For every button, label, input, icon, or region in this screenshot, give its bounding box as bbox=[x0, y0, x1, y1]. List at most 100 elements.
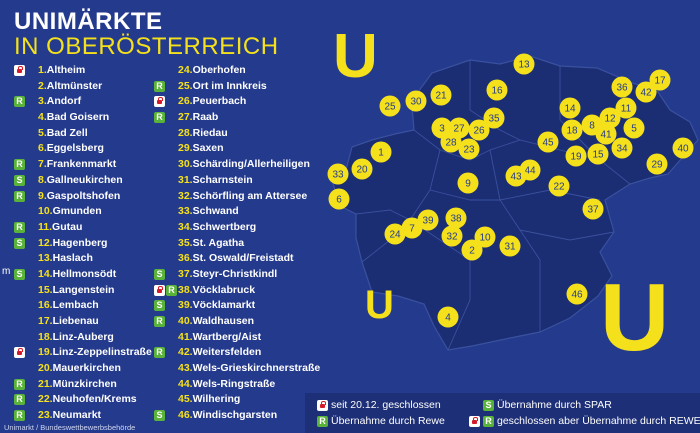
legend: seit 20.12. geschlossen Übernahme durch … bbox=[305, 393, 700, 433]
item-name: Altmünster bbox=[46, 79, 103, 92]
map-marker: 11 bbox=[615, 97, 637, 119]
map-marker-label: 27 bbox=[453, 124, 465, 135]
map-marker: 37 bbox=[582, 198, 604, 220]
list-item: 42.Weitersfelden bbox=[152, 346, 332, 362]
spar-s-icon bbox=[154, 300, 165, 312]
map-marker: 40 bbox=[672, 137, 694, 159]
map-marker-label: 40 bbox=[677, 144, 689, 155]
rewe-r-icon bbox=[154, 112, 165, 124]
item-name: Gallneukirchen bbox=[46, 173, 123, 186]
item-number: 31. bbox=[178, 173, 193, 186]
item-number: 24. bbox=[178, 64, 193, 76]
item-name: Peuerbach bbox=[192, 95, 247, 108]
map-marker-dot bbox=[328, 188, 350, 210]
map-marker: 9 bbox=[457, 172, 479, 194]
item-name: Schärding/Allerheiligen bbox=[192, 158, 310, 171]
map-marker: 26 bbox=[468, 119, 490, 141]
map-marker-dot bbox=[370, 141, 392, 163]
item-number: 21. bbox=[38, 377, 53, 390]
item-number: 41. bbox=[178, 330, 193, 343]
title-line2: IN OBERÖSTERREICH bbox=[14, 33, 279, 60]
map-marker: 2 bbox=[461, 239, 483, 261]
list-item: 37.Steyr-Christkindl bbox=[152, 268, 332, 284]
item-number: 39. bbox=[178, 299, 193, 312]
item-number: 9. bbox=[38, 189, 47, 202]
map-marker: 4 bbox=[437, 306, 459, 328]
item-number: 46. bbox=[178, 409, 193, 422]
lock-icon bbox=[154, 96, 165, 108]
map-marker: 7 bbox=[401, 217, 423, 239]
map-marker-dot bbox=[513, 53, 535, 75]
map-marker-dot bbox=[505, 165, 527, 187]
legend-closed-rewe-label: geschlossen aber Übernahme durch REWE bbox=[497, 415, 700, 427]
logo-u-top: U bbox=[333, 22, 378, 91]
map-marker-dot bbox=[351, 158, 373, 180]
map-marker-label: 8 bbox=[589, 121, 595, 132]
list-item: 24.Oberhofen bbox=[152, 64, 332, 80]
item-number: 15. bbox=[38, 283, 53, 296]
map-marker-dot bbox=[440, 131, 462, 153]
list-item: 22.Neuhofen/Krems bbox=[12, 393, 162, 409]
map-marker-label: 4 bbox=[445, 313, 451, 324]
map-marker: 35 bbox=[483, 107, 505, 129]
map-marker: 22 bbox=[548, 175, 570, 197]
item-name: Waldhausen bbox=[192, 315, 255, 327]
map-marker: 30 bbox=[405, 90, 427, 112]
item-number: 7. bbox=[38, 158, 47, 171]
map-marker-dot bbox=[401, 217, 423, 239]
map-marker: 36 bbox=[611, 76, 633, 98]
map-marker-dot bbox=[486, 79, 508, 101]
map-marker: 20 bbox=[351, 158, 373, 180]
item-number: 26. bbox=[178, 95, 193, 108]
item-name: Gutau bbox=[52, 220, 83, 233]
map-marker-dot bbox=[384, 223, 406, 245]
list-item: 34.Schwertberg bbox=[152, 221, 332, 237]
map-marker: 41 bbox=[595, 123, 617, 145]
map-marker: 28 bbox=[440, 131, 462, 153]
list-item: 2.Altmünster bbox=[12, 80, 162, 96]
list-item: 40.Waldhausen bbox=[152, 315, 332, 331]
map-marker-label: 17 bbox=[654, 76, 666, 87]
lock-icon bbox=[14, 65, 25, 76]
map-marker-label: 42 bbox=[640, 88, 652, 99]
list-item: 35.St. Agatha bbox=[152, 237, 332, 253]
item-number: 29. bbox=[178, 142, 193, 155]
map-marker-label: 18 bbox=[566, 126, 578, 137]
item-name: Schwand bbox=[192, 205, 239, 218]
rewe-r-icon bbox=[166, 284, 177, 296]
map-marker-label: 32 bbox=[446, 232, 458, 243]
map-marker: 1 bbox=[370, 141, 392, 163]
map-marker-dot bbox=[445, 207, 467, 229]
item-name: Raab bbox=[192, 111, 219, 124]
stray-text: m bbox=[2, 266, 11, 277]
item-number: 43. bbox=[178, 362, 193, 375]
item-name: Linz-Auberg bbox=[52, 330, 114, 343]
map-marker-label: 26 bbox=[473, 126, 485, 137]
source-note: Unimarkt / Bundeswettbewerbsbehörde bbox=[4, 423, 136, 432]
map-marker-dot bbox=[611, 137, 633, 159]
map-marker: 6 bbox=[328, 188, 350, 210]
item-number: 36. bbox=[178, 252, 193, 265]
item-number: 8. bbox=[38, 173, 47, 186]
spar-s-icon bbox=[154, 268, 165, 280]
item-name: Neumarkt bbox=[52, 409, 102, 422]
map-marker-label: 1 bbox=[378, 148, 384, 159]
map-marker-dot bbox=[483, 107, 505, 129]
list-item: 26.Peuerbach bbox=[152, 95, 332, 111]
list-item: 38.Vöcklabruck bbox=[152, 284, 332, 300]
item-number: 34. bbox=[178, 220, 193, 233]
list-item: 20.Mauerkirchen bbox=[12, 362, 162, 378]
item-name: Bad Goisern bbox=[46, 111, 110, 124]
item-number: 10. bbox=[38, 205, 53, 218]
list-item: 10.Gmunden bbox=[12, 205, 162, 221]
list-item: 36.St. Oswald/Freistadt bbox=[152, 252, 332, 268]
list-item: 18.Linz-Auberg bbox=[12, 331, 162, 347]
map-marker: 38 bbox=[445, 207, 467, 229]
list-item: 7.Frankenmarkt bbox=[12, 158, 162, 174]
map-marker-label: 31 bbox=[504, 242, 516, 253]
map-marker-dot bbox=[561, 119, 583, 141]
map-marker: 13 bbox=[513, 53, 535, 75]
map-marker: 32 bbox=[441, 225, 463, 247]
list-item: 25.Ort im Innkreis bbox=[152, 80, 332, 96]
map-marker-label: 37 bbox=[587, 205, 599, 216]
